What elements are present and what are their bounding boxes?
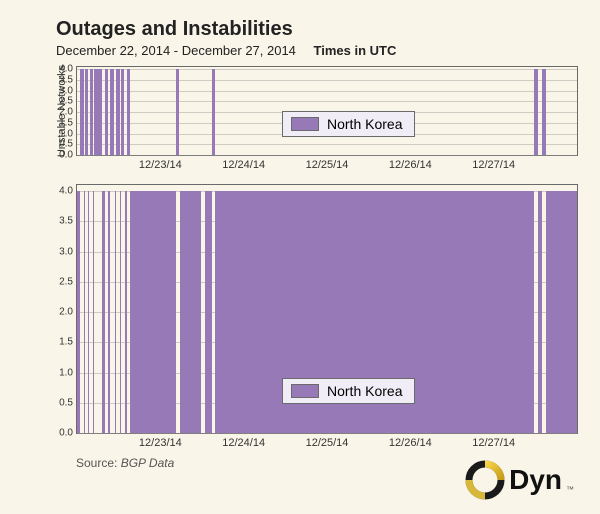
series-bar: [102, 191, 105, 433]
ytick-label: 3.5: [59, 216, 73, 227]
ytick-label: 3.0: [59, 85, 73, 96]
series-bar: [90, 69, 93, 155]
ytick-label: 4.0: [59, 186, 73, 197]
gridline: [77, 433, 577, 434]
dyn-logo: Dyn ™: [465, 460, 574, 500]
series-bar: [120, 191, 122, 433]
ytick-label: 1.0: [59, 367, 73, 378]
ytick-label: 4.0: [59, 64, 73, 75]
series-bar: [546, 191, 577, 433]
figure-subtitle: December 22, 2014 - December 27, 2014 Ti…: [56, 43, 578, 58]
series-bar: [212, 69, 215, 155]
top-chart: Unstable Networks 0.00.51.01.52.02.53.03…: [22, 66, 578, 156]
xtick-label: 12/27/14: [472, 437, 515, 449]
bottom-chart: Number of Available Networks 0.00.51.01.…: [22, 184, 578, 434]
gridline: [77, 101, 577, 102]
series-bar: [205, 191, 213, 433]
legend-label: North Korea: [327, 116, 402, 132]
legend-label: North Korea: [327, 383, 402, 399]
series-bar: [110, 69, 114, 155]
brand-text: Dyn: [509, 464, 562, 496]
series-bar: [105, 69, 108, 155]
xtick-label: 12/25/14: [306, 159, 349, 171]
series-bar: [176, 69, 179, 155]
source-name: BGP Data: [121, 456, 175, 470]
series-bar: [77, 191, 80, 433]
ytick-label: 0.5: [59, 139, 73, 150]
series-bar: [125, 191, 128, 433]
series-bar: [116, 69, 120, 155]
ytick-label: 1.0: [59, 128, 73, 139]
xtick-label: 12/24/14: [222, 437, 265, 449]
series-bar: [84, 191, 86, 433]
series-bar: [85, 69, 88, 155]
series-bar: [80, 69, 83, 155]
gridline: [77, 80, 577, 81]
series-bar: [88, 191, 90, 433]
series-bar: [94, 69, 102, 155]
series-bar: [538, 191, 542, 433]
series-bar: [127, 69, 130, 155]
xtick-label: 12/26/14: [389, 437, 432, 449]
ytick-label: 2.5: [59, 96, 73, 107]
bottom-plot-area: 0.00.51.01.52.02.53.03.54.012/23/1412/24…: [76, 184, 578, 434]
ytick-label: 0.0: [59, 428, 73, 439]
ytick-label: 2.0: [59, 307, 73, 318]
dyn-logo-icon: [465, 460, 505, 500]
xtick-label: 12/25/14: [306, 437, 349, 449]
legend-swatch: [291, 384, 319, 398]
series-bar: [542, 69, 546, 155]
figure-title: Outages and Instabilities: [56, 18, 578, 41]
source-label: Source:: [76, 456, 117, 470]
xtick-label: 12/24/14: [222, 159, 265, 171]
gridline: [77, 155, 577, 156]
series-bar: [121, 69, 124, 155]
xtick-label: 12/26/14: [389, 159, 432, 171]
ytick-label: 3.0: [59, 246, 73, 257]
tz-label: Times in UTC: [314, 43, 397, 58]
series-bar: [115, 191, 117, 433]
tm-mark: ™: [566, 485, 574, 494]
gridline: [77, 69, 577, 70]
ytick-label: 2.0: [59, 107, 73, 118]
date-range: December 22, 2014 - December 27, 2014: [56, 43, 296, 58]
ytick-label: 0.0: [59, 150, 73, 161]
ytick-label: 2.5: [59, 276, 73, 287]
series-bar: [534, 69, 538, 155]
ytick-label: 0.5: [59, 397, 73, 408]
xtick-label: 12/27/14: [472, 159, 515, 171]
ytick-label: 1.5: [59, 337, 73, 348]
xtick-label: 12/23/14: [139, 159, 182, 171]
top-plot-area: 0.00.51.01.52.02.53.03.54.012/23/1412/24…: [76, 66, 578, 156]
ytick-label: 1.5: [59, 117, 73, 128]
xtick-label: 12/23/14: [139, 437, 182, 449]
ytick-label: 3.5: [59, 74, 73, 85]
legend-swatch: [291, 117, 319, 131]
series-bar: [180, 191, 202, 433]
gridline: [77, 144, 577, 145]
gridline: [77, 91, 577, 92]
figure-root: Outages and Instabilities December 22, 2…: [0, 0, 600, 514]
series-bar: [108, 191, 111, 433]
legend: North Korea: [282, 378, 415, 404]
series-bar: [130, 191, 177, 433]
legend: North Korea: [282, 111, 415, 137]
series-bar: [93, 191, 95, 433]
